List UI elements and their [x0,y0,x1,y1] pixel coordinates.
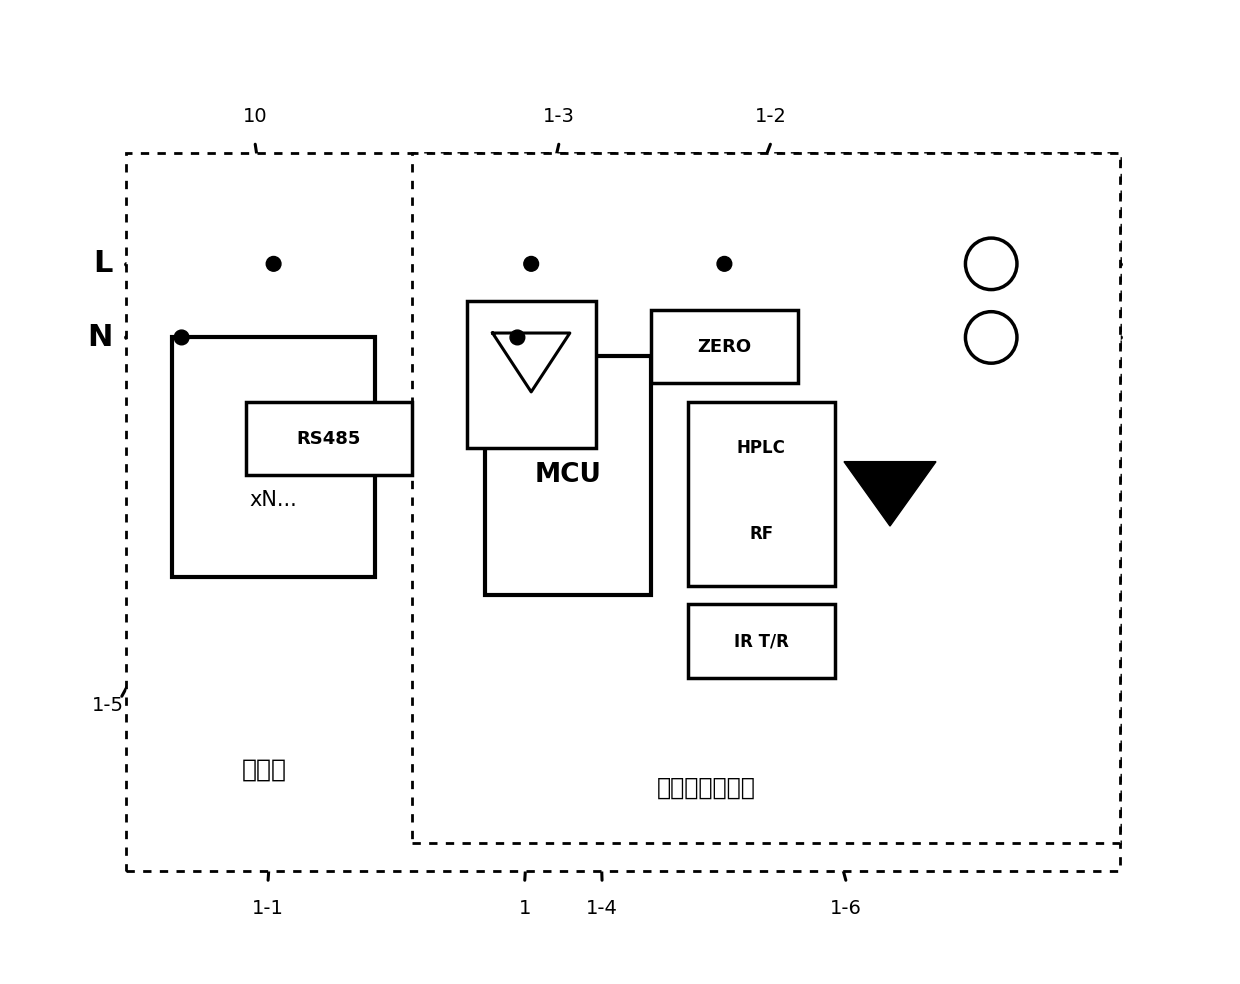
Polygon shape [844,461,936,526]
Text: 1-6: 1-6 [830,898,862,918]
Circle shape [523,257,538,272]
Circle shape [175,330,188,344]
Text: 1-4: 1-4 [587,898,618,918]
Text: L: L [93,249,113,278]
Text: RS485: RS485 [296,430,361,448]
Circle shape [717,257,732,272]
Text: N: N [87,323,113,352]
Bar [246,401,412,475]
Text: 电表箱: 电表箱 [242,758,286,782]
Bar [651,310,799,384]
Text: 1-2: 1-2 [754,107,786,126]
Text: xN...: xN... [249,490,298,510]
Bar [688,604,835,678]
Text: HPLC: HPLC [737,439,786,457]
Text: 10: 10 [243,107,268,126]
Circle shape [510,330,525,344]
Text: 台区识别采集器: 台区识别采集器 [656,776,755,800]
Bar [172,338,374,577]
Text: 1-1: 1-1 [252,898,284,918]
Text: 1: 1 [518,898,531,918]
Text: 电表: 电表 [259,409,288,433]
Bar [412,154,1120,843]
Bar [466,301,595,448]
Circle shape [267,257,281,272]
Bar [126,154,1120,871]
Text: 1-5: 1-5 [92,696,124,715]
Bar [688,401,835,585]
Text: RF: RF [749,525,774,543]
Bar [485,356,651,595]
Text: MCU: MCU [534,462,601,488]
Text: IR T/R: IR T/R [734,632,789,650]
Text: ZERO: ZERO [697,338,751,355]
Text: 1-3: 1-3 [543,107,574,126]
